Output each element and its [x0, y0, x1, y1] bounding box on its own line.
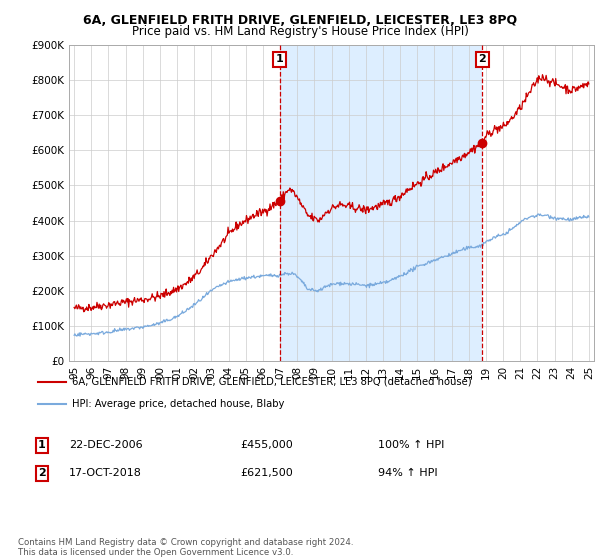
Text: 94% ↑ HPI: 94% ↑ HPI [378, 468, 437, 478]
Text: 6A, GLENFIELD FRITH DRIVE, GLENFIELD, LEICESTER, LE3 8PQ: 6A, GLENFIELD FRITH DRIVE, GLENFIELD, LE… [83, 14, 517, 27]
Text: 2: 2 [38, 468, 46, 478]
Text: 22-DEC-2006: 22-DEC-2006 [69, 440, 143, 450]
Text: Contains HM Land Registry data © Crown copyright and database right 2024.
This d: Contains HM Land Registry data © Crown c… [18, 538, 353, 557]
Text: 1: 1 [38, 440, 46, 450]
Text: Price paid vs. HM Land Registry's House Price Index (HPI): Price paid vs. HM Land Registry's House … [131, 25, 469, 38]
Text: 2: 2 [478, 54, 486, 64]
Text: HPI: Average price, detached house, Blaby: HPI: Average price, detached house, Blab… [72, 399, 284, 409]
Text: 100% ↑ HPI: 100% ↑ HPI [378, 440, 445, 450]
Text: 6A, GLENFIELD FRITH DRIVE, GLENFIELD, LEICESTER, LE3 8PQ (detached house): 6A, GLENFIELD FRITH DRIVE, GLENFIELD, LE… [72, 376, 472, 386]
Text: £621,500: £621,500 [240, 468, 293, 478]
Text: 1: 1 [275, 54, 283, 64]
Text: 17-OCT-2018: 17-OCT-2018 [69, 468, 142, 478]
Bar [280, 45, 482, 361]
Text: £455,000: £455,000 [240, 440, 293, 450]
